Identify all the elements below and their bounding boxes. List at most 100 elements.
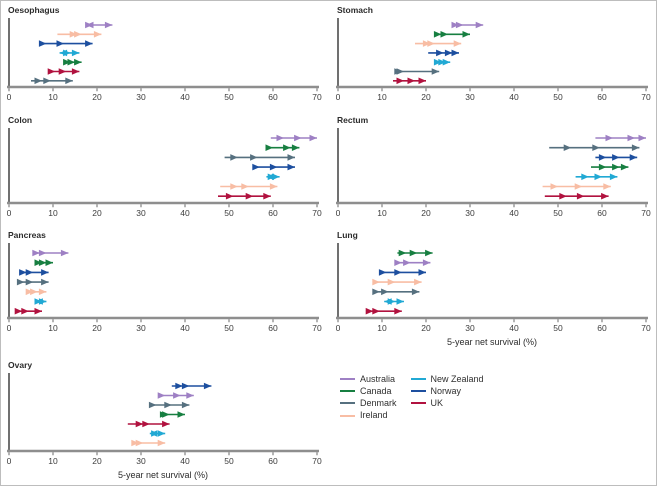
x-axis-tick-label: 70 [641, 92, 651, 102]
legend-label: New Zealand [430, 373, 484, 384]
trend-arrow-uk [218, 192, 271, 200]
arrowhead-right-icon [365, 307, 374, 315]
trend-arrow-norway [252, 163, 295, 171]
arrowhead-right-icon [34, 259, 42, 266]
trend-arrow-australia [270, 134, 317, 142]
x-axis-tick-label: 30 [465, 92, 475, 102]
trend-arrow-uk [127, 420, 170, 428]
trend-arrow-norway [428, 49, 459, 57]
x-axis-tick-label: 30 [465, 208, 475, 218]
arrowhead-right-icon [19, 269, 27, 276]
x-axis-tick-label: 0 [336, 208, 341, 218]
x-axis-tick-label: 20 [421, 208, 431, 218]
legend-item-denmark: Denmark [340, 397, 397, 409]
trend-arrow-canada [63, 58, 82, 66]
x-axis-tick-label: 40 [509, 323, 519, 333]
legend-swatch [340, 402, 355, 405]
trend-arrow-denmark [372, 288, 420, 296]
arrowhead-right-icon [269, 183, 278, 190]
arrowhead-right-icon [396, 77, 404, 85]
x-axis-tick-label: 30 [136, 92, 146, 102]
panel-title: Colon [8, 115, 32, 125]
trend-arrow-canada [159, 411, 185, 418]
arrowhead-right-icon [381, 288, 389, 296]
arrowhead-right-icon [56, 40, 64, 47]
arrowhead-right-icon [394, 259, 402, 266]
arrowhead-right-icon [433, 58, 442, 66]
arrowhead-right-icon [620, 163, 629, 171]
trend-arrow-uk [14, 307, 42, 315]
arrowhead-right-icon [631, 144, 640, 151]
arrowhead-right-icon [283, 144, 291, 151]
x-axis-tick-label: 0 [336, 92, 341, 102]
x-axis-tick-label: 60 [597, 323, 607, 333]
trend-arrow-norway [378, 269, 426, 276]
arrowhead-right-icon [85, 21, 93, 29]
arrowhead-right-icon [272, 173, 280, 181]
arrowhead-right-icon [162, 420, 170, 428]
arrowhead-right-icon [451, 21, 459, 29]
arrowhead-right-icon [398, 249, 407, 257]
x-axis-tick-label: 20 [92, 92, 102, 102]
panel-chart-lung: Lung 0 10 20 30 40 50 60 70 5-year net survival (… [336, 230, 651, 347]
trend-arrow-australia [157, 392, 194, 399]
trend-arrow-canada [433, 31, 470, 38]
legend-column-2: New Zealand Norway UK [410, 373, 484, 410]
legend-label: Canada [360, 385, 392, 396]
x-axis-tick-label: 0 [7, 456, 12, 466]
x-axis-tick-label: 30 [136, 323, 146, 333]
legend-swatch [410, 378, 426, 381]
x-axis-tick-label: 50 [224, 456, 234, 466]
panel-chart-ovary: Ovary 0 10 20 30 40 50 60 70 5-year net survival … [7, 360, 322, 480]
trend-arrow-canada [397, 249, 433, 257]
trend-arrow-ireland [415, 40, 462, 47]
trend-arrow-new-zealand [149, 430, 166, 437]
x-axis-tick-label: 50 [224, 323, 234, 333]
x-axis-tick-label: 50 [224, 208, 234, 218]
panel-chart-pancreas: Pancreas 0 10 20 30 40 50 60 70 [7, 230, 322, 333]
arrowhead-right-icon [638, 134, 646, 142]
x-axis-tick-label: 0 [7, 208, 12, 218]
arrowhead-right-icon [41, 278, 49, 286]
arrowhead-right-icon [407, 77, 415, 85]
trend-arrow-denmark [16, 278, 49, 286]
trend-arrow-new-zealand [34, 298, 47, 305]
arrowhead-right-icon [475, 21, 484, 29]
arrowhead-right-icon [267, 173, 276, 181]
arrowhead-right-icon [462, 31, 470, 38]
arrowhead-right-icon [74, 58, 82, 66]
x-axis-tick-label: 10 [377, 323, 387, 333]
arrowhead-right-icon [164, 401, 172, 409]
x-axis-tick-label: 40 [180, 323, 190, 333]
arrowhead-right-icon [135, 420, 144, 428]
arrowhead-right-icon [265, 144, 273, 151]
arrowhead-right-icon [276, 134, 284, 142]
legend-item-ireland: Ireland [340, 410, 397, 422]
x-axis-tick-label: 70 [312, 456, 322, 466]
x-axis-tick-label: 10 [48, 208, 58, 218]
trend-arrow-denmark [148, 401, 190, 409]
panel-lung: Lung 0 10 20 30 40 50 60 70 5-year net survival (… [332, 228, 654, 356]
arrowhead-right-icon [559, 192, 567, 200]
arrowhead-right-icon [444, 49, 453, 57]
panel-colon: Colon 0 10 20 30 40 50 60 70 [3, 113, 325, 228]
arrowhead-right-icon [135, 439, 144, 447]
x-axis-tick-label: 60 [597, 92, 607, 102]
trend-arrow-ireland [542, 183, 611, 190]
x-axis-tick-label: 50 [553, 323, 563, 333]
trend-arrow-canada [591, 163, 629, 171]
arrowhead-right-icon [25, 278, 34, 286]
arrowhead-right-icon [438, 58, 446, 66]
trend-arrow-australia [32, 249, 69, 257]
arrowhead-right-icon [294, 134, 302, 142]
legend-label: Denmark [360, 397, 397, 408]
legend-item-new-zealand: New Zealand [410, 373, 484, 385]
arrowhead-right-icon [440, 31, 448, 38]
arrowhead-right-icon [230, 183, 238, 190]
x-axis-tick-label: 30 [465, 323, 475, 333]
legend-label: Ireland [360, 410, 388, 421]
panel-chart-colon: Colon 0 10 20 30 40 50 60 70 [7, 115, 322, 218]
panel-stomach: Stomach 0 10 20 30 40 50 60 70 [332, 3, 654, 113]
trend-arrow-denmark [549, 144, 640, 151]
